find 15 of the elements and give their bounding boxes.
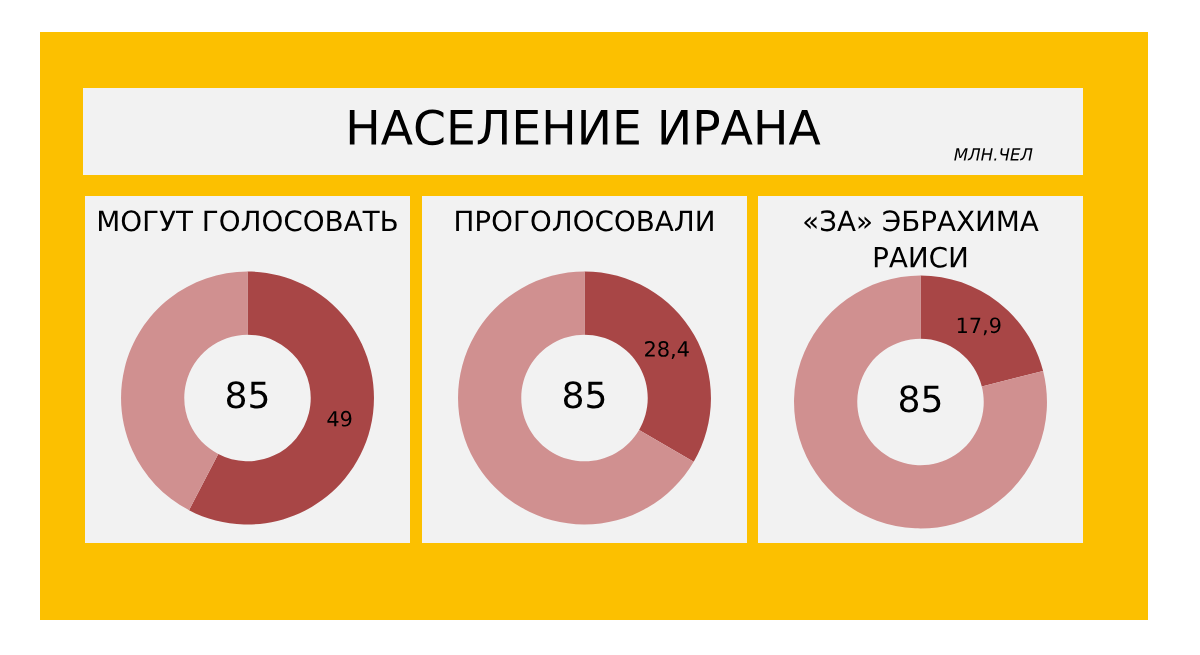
- donut-slice: [920, 275, 1044, 387]
- text: 85: [563, 381, 605, 409]
- donut-slice: [458, 271, 694, 525]
- text: 85: [899, 385, 941, 413]
- text: 85: [226, 381, 268, 409]
- text: НАСЕЛЕНИЕ ИРАНА: [349, 109, 821, 146]
- data-label: 17,9: [957, 317, 1001, 336]
- chart-title: МОГУТ ГОЛОСОВАТЬ: [99, 210, 397, 232]
- donut-slice: [189, 271, 374, 525]
- chart-title: «ЗА» ЭБРАХИМА РАИСИ: [804, 210, 1039, 268]
- text: МЛН.ЧЕЛ: [954, 148, 1033, 161]
- data-label: 49: [327, 410, 352, 427]
- donut-slice: [794, 275, 1047, 529]
- data-label: 28,4: [645, 341, 689, 359]
- chart-title: ПРОГОЛОСОВАЛИ: [456, 210, 713, 232]
